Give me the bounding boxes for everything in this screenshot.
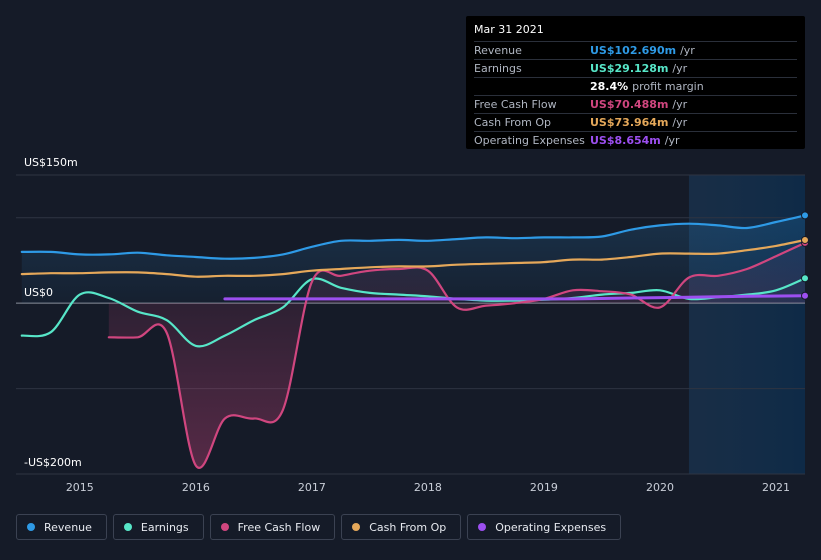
- legend-item[interactable]: Cash From Op: [341, 514, 462, 540]
- tooltip-row: Revenue US$102.690m/yr: [474, 43, 797, 60]
- tooltip-row-label: Operating Expenses: [474, 134, 585, 147]
- tooltip-row-unit: profit margin: [632, 80, 704, 93]
- y-axis-bottom-label: -US$200m: [24, 456, 82, 469]
- legend-item[interactable]: Operating Expenses: [467, 514, 622, 540]
- series-end-point: [801, 211, 809, 220]
- tooltip-row-value: US$102.690m: [590, 44, 677, 57]
- tooltip-row-label: Revenue: [474, 44, 522, 57]
- legend-label: Free Cash Flow: [237, 520, 321, 534]
- x-tick-label: 2016: [182, 481, 210, 494]
- legend-item[interactable]: Earnings: [112, 514, 204, 540]
- legend-dot-icon: [352, 523, 361, 531]
- legend-dot-icon: [27, 523, 35, 531]
- x-tick-label: 2019: [530, 481, 558, 494]
- x-tick-label: 2018: [414, 481, 442, 494]
- legend-dot-icon: [220, 523, 229, 531]
- legend-label: Earnings: [140, 520, 189, 534]
- x-tick-label: 2021: [762, 481, 790, 494]
- tooltip-panel: Mar 31 2021 Revenue US$102.690m/yr Earning…: [466, 16, 805, 149]
- legend-label: Revenue: [44, 520, 92, 534]
- legend-item[interactable]: Free Cash Flow: [209, 514, 336, 540]
- tooltip-row-value: US$73.964m: [590, 116, 669, 129]
- series-end-point: [801, 291, 809, 300]
- legend: Revenue Earnings Free Cash Flow Cash From O…: [16, 514, 622, 540]
- tooltip-row-unit: /yr: [664, 134, 680, 147]
- series-end-point: [801, 274, 809, 283]
- tooltip-row-value: US$8.654m: [590, 134, 661, 147]
- series-line: [107, 241, 807, 469]
- series-line: [20, 214, 807, 260]
- tooltip-row: Earnings US$29.128m/yr: [474, 61, 797, 78]
- legend-dot-icon: [478, 523, 487, 531]
- tooltip-row: 28.4% profit margin: [474, 79, 797, 96]
- tooltip-row-value: 28.4%: [590, 80, 629, 93]
- legend-dot-icon: [123, 523, 132, 531]
- legend-item[interactable]: Revenue: [16, 514, 107, 540]
- y-axis-zero-label: US$0: [24, 286, 53, 299]
- y-axis-top-label: US$150m: [24, 156, 78, 169]
- tooltip-row-unit: /yr: [680, 44, 695, 57]
- series-line: [20, 238, 807, 278]
- tooltip-row-label: [474, 79, 590, 95]
- tooltip-row-label: Cash From Op: [474, 116, 552, 129]
- tooltip-row-value: US$29.128m: [590, 62, 669, 75]
- tooltip-row-unit: /yr: [672, 98, 688, 111]
- chart: US$150m US$0 -US$200m 2015 2016 2017 2018 20…: [16, 156, 809, 494]
- legend-label: Operating Expenses: [495, 520, 607, 534]
- tooltip-row: Operating Expenses US$8.654m/yr: [474, 133, 797, 149]
- tooltip-row-label: Free Cash Flow: [474, 98, 557, 111]
- x-tick-label: 2017: [298, 481, 326, 494]
- series-area: [21, 215, 806, 304]
- x-tick-label: 2015: [66, 481, 94, 494]
- tooltip-date: Mar 31 2021: [474, 23, 797, 42]
- tooltip-row: Cash From Op US$73.964m/yr: [474, 115, 797, 132]
- x-tick-label: 2020: [646, 481, 674, 494]
- tooltip-row-label: Earnings: [474, 62, 522, 75]
- tooltip-row-unit: /yr: [672, 116, 688, 129]
- tooltip-row-value: US$70.488m: [590, 98, 669, 111]
- tooltip-row-unit: /yr: [672, 62, 688, 75]
- tooltip-row: Free Cash Flow US$70.488m/yr: [474, 97, 797, 114]
- series-line: [223, 294, 807, 301]
- series-end-point: [801, 235, 809, 244]
- legend-label: Cash From Op: [369, 520, 447, 534]
